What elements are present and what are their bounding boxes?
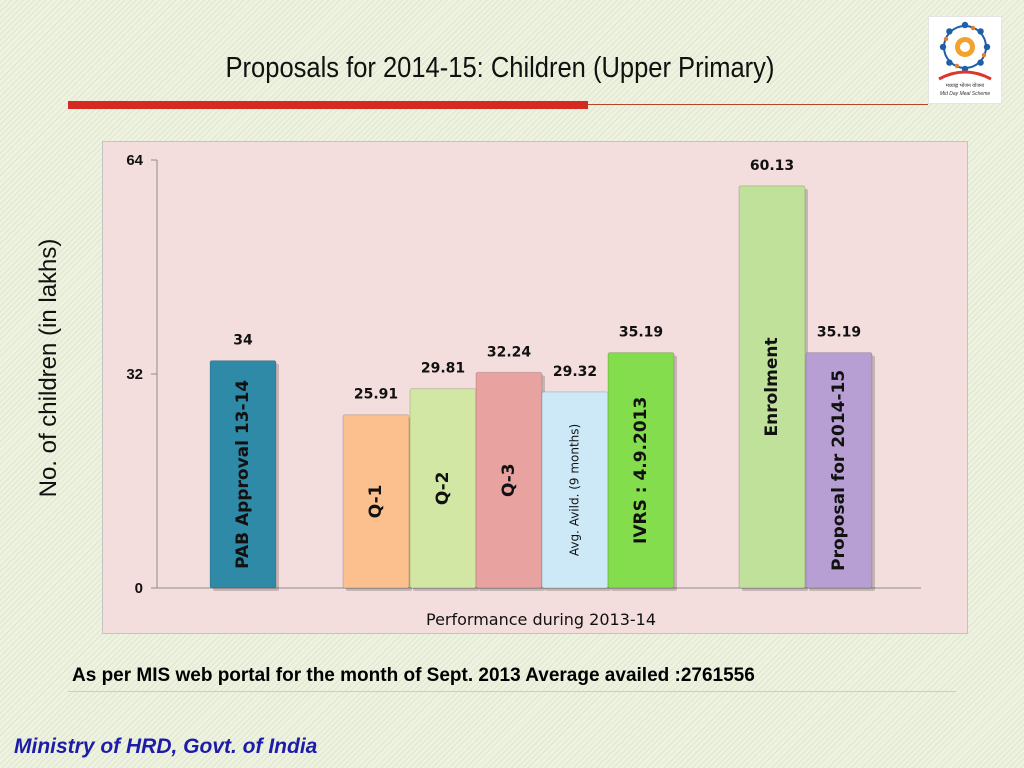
bar bbox=[738, 185, 806, 589]
footnote: As per MIS web portal for the month of S… bbox=[72, 665, 755, 686]
title-underline-thin bbox=[588, 104, 928, 105]
ministry-footer: Ministry of HRD, Govt. of India bbox=[14, 735, 318, 758]
bar-value-label: 60.13 bbox=[750, 158, 794, 174]
y-tick-label: 64 bbox=[126, 152, 143, 169]
title-underline-accent bbox=[68, 101, 588, 109]
bar-value-label: 35.19 bbox=[619, 325, 663, 341]
bar-category-label: Proposal for 2014-15 bbox=[829, 370, 849, 571]
bar-value-label: 32.24 bbox=[487, 344, 532, 360]
footnote-divider bbox=[68, 691, 956, 692]
bar bbox=[342, 414, 410, 589]
bar-category-label: Q-3 bbox=[499, 463, 519, 497]
y-tick-label: 32 bbox=[126, 366, 143, 383]
y-tick-label: 0 bbox=[135, 580, 143, 597]
bar-category-label: Enrolment bbox=[762, 337, 782, 436]
bar bbox=[805, 352, 873, 589]
mid-day-meal-logo: मध्याह्न भोजन योजना Mid Day Meal Scheme bbox=[928, 16, 1002, 104]
chart-panel: 0 32 64 34 PAB Approval 13-14 25.91 Q-1 29.81 Q-… bbox=[102, 141, 968, 634]
bar-category-label: Avg. Avild. (9 months) bbox=[568, 424, 582, 556]
y-axis-label: No. of children (in lakhs) bbox=[35, 238, 62, 498]
logo-hindi-text: मध्याह्न भोजन योजना bbox=[945, 83, 985, 89]
bar-value-label: 29.81 bbox=[421, 361, 465, 377]
bar-category-label: Q-1 bbox=[366, 485, 386, 519]
logo-english-text: Mid Day Meal Scheme bbox=[939, 91, 991, 97]
bar bbox=[607, 352, 675, 589]
bar-chart: 0 32 64 34 PAB Approval 13-14 25.91 Q-1 29.81 Q-… bbox=[126, 152, 921, 629]
bar bbox=[209, 360, 277, 589]
x-axis-label: Performance during 2013-14 bbox=[426, 610, 656, 629]
bar-value-label: 25.91 bbox=[354, 387, 398, 403]
bar-category-label: Q-2 bbox=[433, 471, 453, 505]
bar-value-label: 35.19 bbox=[817, 325, 861, 341]
bar-category-label: PAB Approval 13-14 bbox=[233, 380, 253, 569]
bar-category-label: IVRS : 4.9.2013 bbox=[631, 397, 651, 544]
slide-title: Proposals for 2014-15: Children (Upper P… bbox=[225, 52, 775, 84]
bar-value-label: 29.32 bbox=[553, 364, 597, 380]
bar-value-label: 34 bbox=[233, 333, 253, 349]
